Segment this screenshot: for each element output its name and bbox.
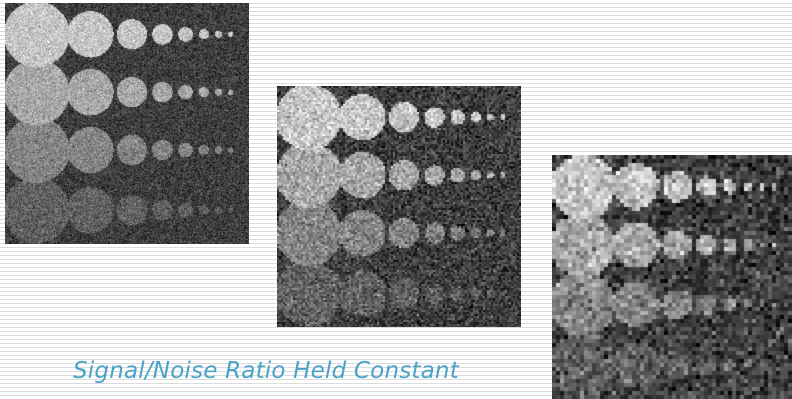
caption: Signal/Noise Ratio Held Constant [73,358,459,384]
phantom-image-fine-resolution [5,3,249,244]
phantom-image-coarse-resolution [552,155,792,399]
phantom-image-medium-resolution [277,86,521,327]
